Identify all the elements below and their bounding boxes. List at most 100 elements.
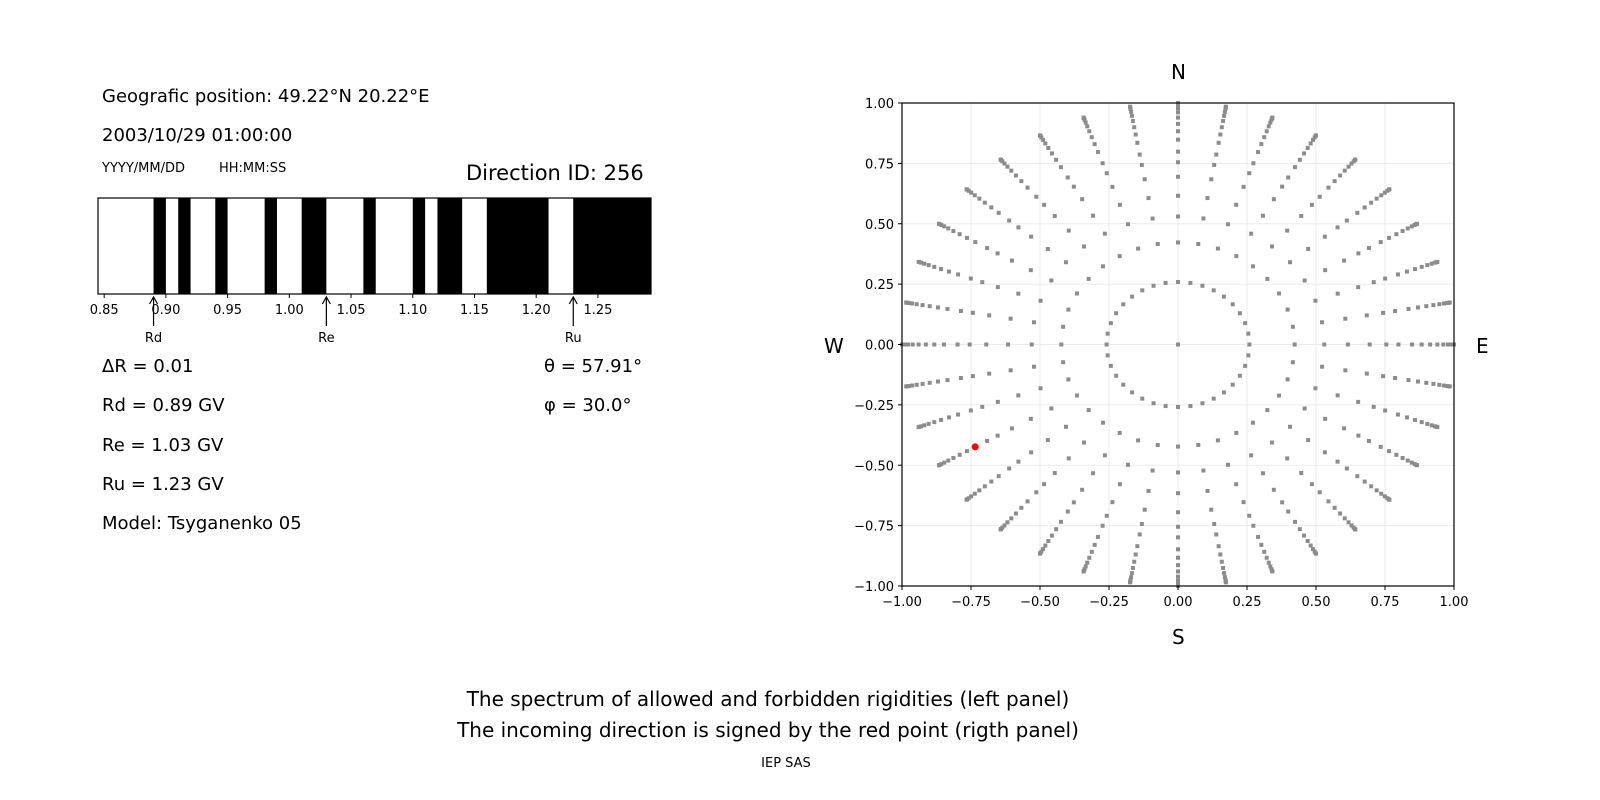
forbidden-band <box>573 198 651 294</box>
caption-line-1: The spectrum of allowed and forbidden ri… <box>466 687 1070 711</box>
direction-point <box>1066 377 1071 382</box>
direction-point <box>1387 497 1392 502</box>
direction-point <box>1305 145 1310 150</box>
direction-point <box>1378 444 1383 449</box>
direction-point <box>1102 453 1107 458</box>
direction-point <box>936 221 941 226</box>
forbidden-band <box>215 198 228 294</box>
direction-point <box>1176 578 1180 583</box>
direction-point <box>989 479 994 484</box>
direction-point <box>1066 456 1071 461</box>
time-format: HH:MM:SS <box>219 161 287 176</box>
direction-point <box>1280 500 1285 505</box>
direction-point <box>1041 547 1046 552</box>
direction-point <box>1293 519 1298 524</box>
direction-point <box>1353 527 1358 532</box>
direction-point <box>1058 519 1063 524</box>
direction-point <box>1029 342 1034 347</box>
direction-point <box>1176 121 1180 126</box>
direction-point <box>1256 150 1261 155</box>
direction-point <box>969 190 974 195</box>
direction-point <box>941 342 946 347</box>
direction-point <box>987 313 992 318</box>
ru-value: Ru = 1.23 GV <box>102 474 224 495</box>
direction-point <box>926 263 931 268</box>
direction-point <box>1074 393 1079 398</box>
direction-point <box>1151 283 1156 288</box>
y-tick-label: −0.50 <box>854 459 894 474</box>
direction-point <box>1419 420 1424 425</box>
direction-point <box>1241 184 1246 189</box>
direction-point <box>1314 133 1318 138</box>
direction-point <box>1071 500 1076 505</box>
y-tick-label: 1.00 <box>865 97 894 112</box>
direction-point <box>1052 213 1057 218</box>
direction-point <box>1322 342 1327 347</box>
direction-point <box>1108 363 1113 368</box>
direction-point <box>1302 151 1307 156</box>
direction-point <box>922 423 927 428</box>
direction-point <box>1342 516 1347 521</box>
direction-point <box>1117 254 1122 259</box>
direction-point <box>996 474 1001 479</box>
direction-point <box>1299 471 1304 476</box>
direction-point <box>1176 491 1180 496</box>
direction-point <box>1395 412 1400 417</box>
direction-point <box>1310 547 1315 552</box>
direction-point <box>1054 157 1059 162</box>
direction-point <box>1089 549 1094 554</box>
direction-point <box>1065 175 1070 180</box>
direction-point <box>1129 575 1134 580</box>
direction-point <box>914 302 919 307</box>
direction-point <box>1176 470 1180 475</box>
direction-point <box>1308 141 1313 146</box>
direction-point <box>1034 194 1039 199</box>
south-label: S <box>1172 625 1185 649</box>
direction-point <box>964 497 969 502</box>
direction-point <box>1346 520 1351 525</box>
direction-point <box>1314 551 1318 556</box>
direction-point <box>980 404 985 409</box>
direction-point <box>1016 291 1021 296</box>
direction-point <box>1176 524 1180 529</box>
direction-point <box>1151 401 1156 406</box>
direction-point <box>1049 278 1054 283</box>
direction-point <box>1251 161 1256 166</box>
direction-point <box>972 193 977 198</box>
direction-point <box>1449 342 1454 347</box>
direction-point <box>1346 164 1351 169</box>
direction-point <box>1071 184 1076 189</box>
direction-point <box>936 379 941 384</box>
direction-point <box>1355 210 1360 215</box>
direction-point <box>1176 574 1180 579</box>
x-tick-label: 1.20 <box>522 303 551 318</box>
direction-point <box>1320 320 1325 325</box>
direction-point <box>1176 342 1180 347</box>
direction-point <box>1415 221 1420 226</box>
direction-point <box>1379 491 1384 496</box>
direction-point <box>1317 194 1322 199</box>
direction-point <box>1142 507 1147 512</box>
direction-point <box>998 527 1003 532</box>
direction-point <box>1345 342 1350 347</box>
direction-point <box>1223 580 1228 585</box>
direction-point <box>1212 521 1217 526</box>
direction-point <box>927 304 932 309</box>
direction-point <box>1137 532 1142 537</box>
direction-point <box>922 261 927 266</box>
direction-point <box>957 452 962 457</box>
direction-point <box>1395 272 1400 277</box>
direction-point <box>1409 460 1414 465</box>
direction-point <box>932 264 937 269</box>
direction-point <box>1285 307 1290 312</box>
direction-point <box>1041 137 1046 142</box>
north-label: N <box>1171 60 1186 84</box>
direction-point <box>1310 137 1315 142</box>
direction-point <box>1415 463 1420 468</box>
forbidden-band <box>301 198 327 294</box>
direction-point <box>995 399 1000 404</box>
direction-point <box>1188 404 1193 409</box>
direction-point <box>1382 190 1387 195</box>
direction-point <box>1038 133 1042 138</box>
direction-point <box>1396 342 1401 347</box>
